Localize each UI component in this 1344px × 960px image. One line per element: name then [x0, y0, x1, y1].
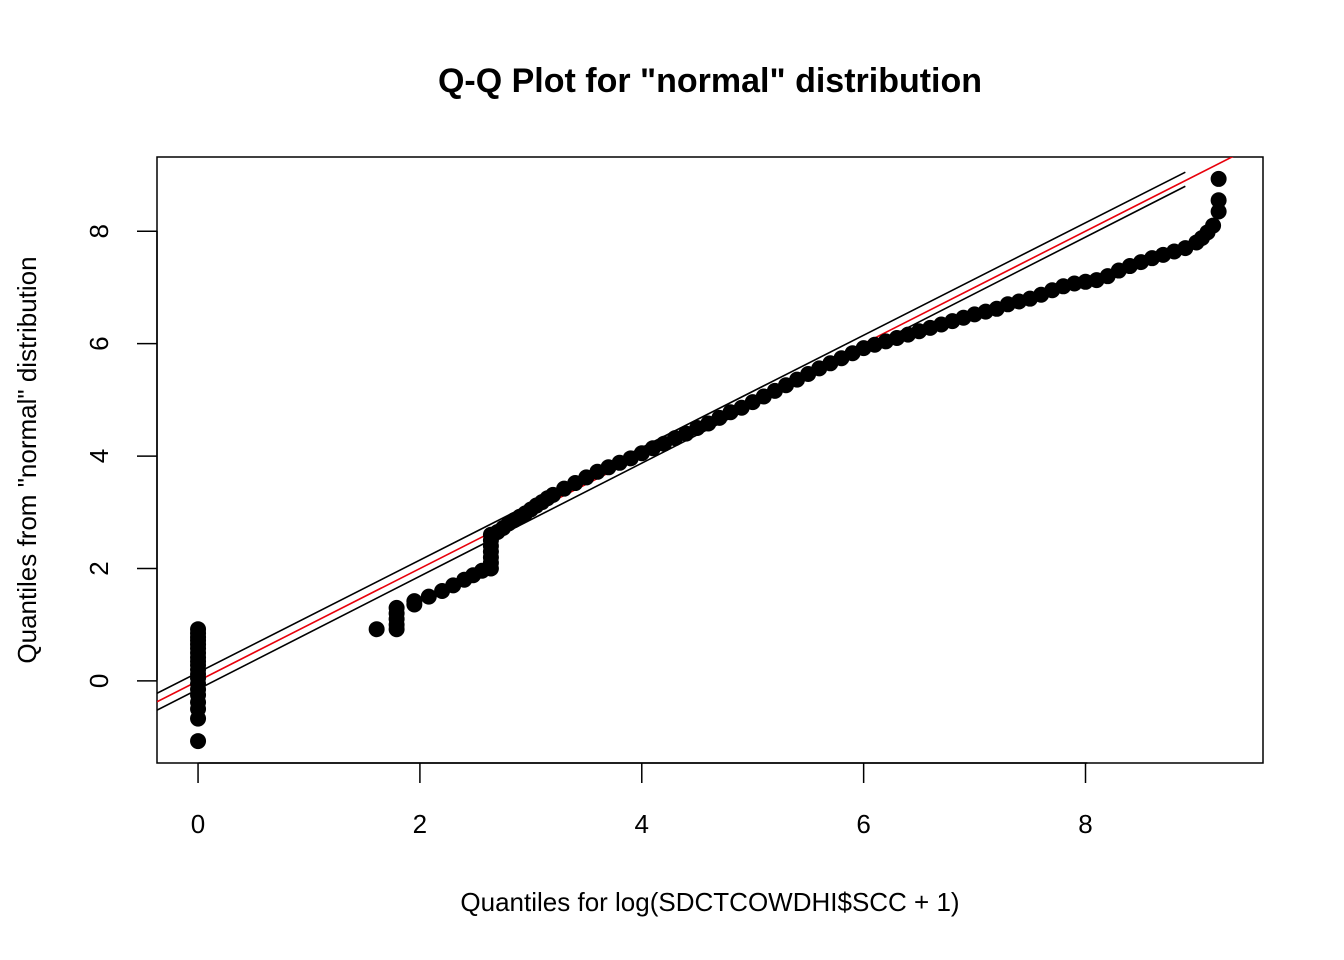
- plot-frame: [156, 156, 1264, 764]
- y-axis: 0 2 4 6 8: [84, 224, 158, 688]
- data-point: [1210, 203, 1227, 220]
- data-point: [1210, 192, 1227, 209]
- y-tick-label: 8: [84, 224, 114, 238]
- band-line-2: [157, 185, 1186, 711]
- x-tick-label: 8: [1078, 809, 1092, 839]
- x-tick-label: 2: [413, 809, 427, 839]
- data-point: [406, 593, 423, 610]
- data-points: [190, 170, 1227, 750]
- data-point: [368, 621, 385, 638]
- y-axis-label: Quantiles from "normal" distribution: [12, 256, 42, 663]
- x-axis-label: Quantiles for log(SDCTCOWDHI$SCC + 1): [460, 887, 959, 917]
- chart-title: Q-Q Plot for "normal" distribution: [438, 62, 982, 100]
- x-tick-label: 0: [191, 809, 205, 839]
- y-tick-label: 0: [84, 674, 114, 688]
- data-point: [388, 599, 405, 616]
- data-point: [420, 588, 437, 605]
- y-tick-label: 2: [84, 561, 114, 575]
- x-tick-label: 4: [635, 809, 649, 839]
- x-axis: 0 2 4 6 8: [191, 762, 1093, 839]
- y-tick-label: 6: [84, 336, 114, 350]
- data-point: [1210, 170, 1227, 187]
- y-tick-label: 4: [84, 449, 114, 463]
- x-tick-label: 6: [856, 809, 870, 839]
- data-point: [1205, 217, 1222, 234]
- data-point: [190, 710, 207, 727]
- data-point: [190, 733, 207, 750]
